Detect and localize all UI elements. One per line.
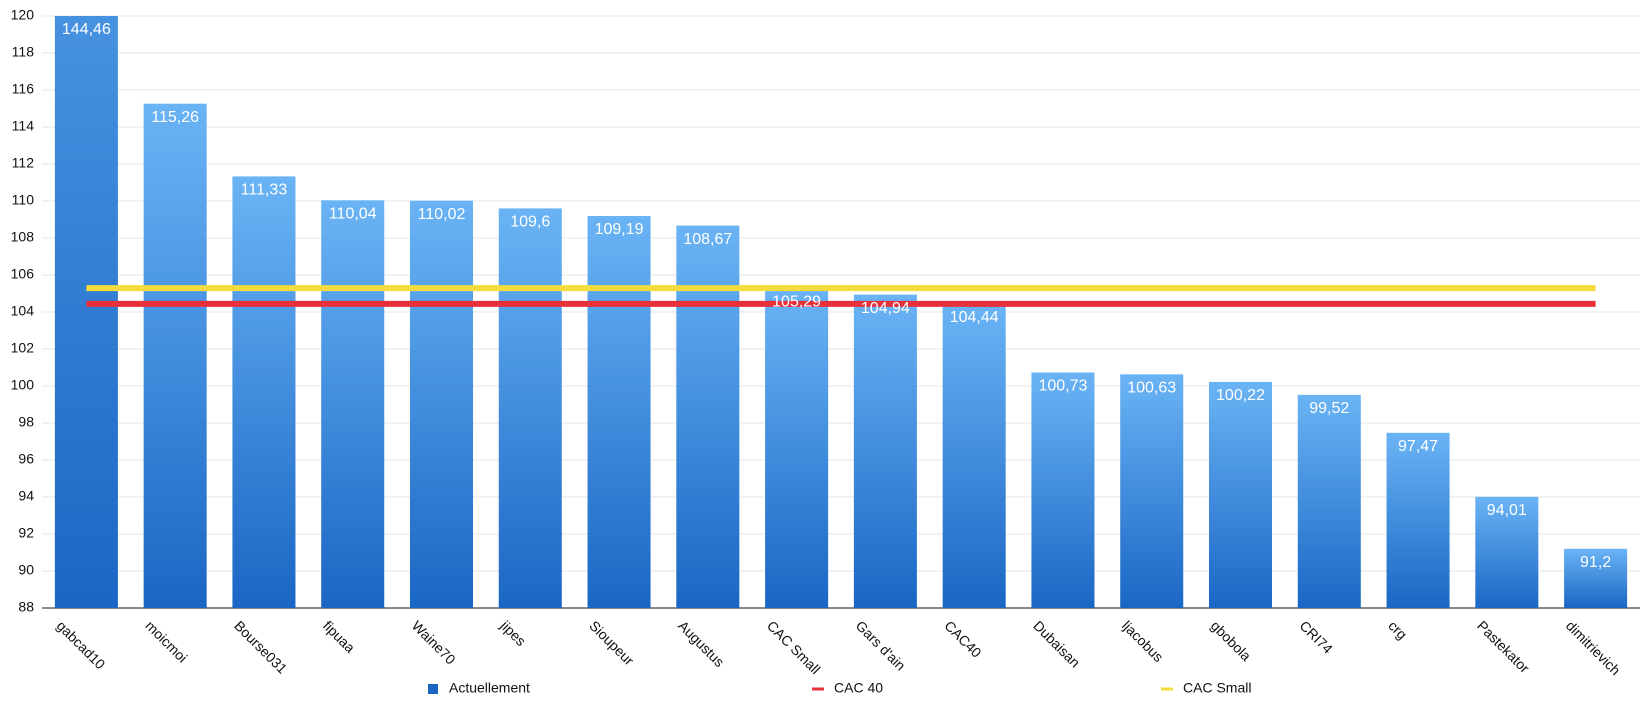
bar bbox=[498, 208, 562, 608]
x-tick-label: Waine70 bbox=[409, 617, 459, 667]
bar bbox=[1297, 394, 1361, 608]
data-label: 111,33 bbox=[241, 182, 288, 199]
data-label: 110,04 bbox=[329, 205, 377, 222]
data-label: 91,2 bbox=[1580, 554, 1611, 571]
data-label: 109,6 bbox=[510, 214, 550, 231]
data-label: 104,94 bbox=[861, 300, 910, 317]
x-tick-label: CAC40 bbox=[941, 617, 984, 660]
x-tick-label: jipes bbox=[497, 617, 529, 649]
x-tick-label: Sioupeur bbox=[586, 617, 637, 668]
y-tick-label: 118 bbox=[12, 44, 35, 60]
data-label: 104,44 bbox=[950, 309, 999, 326]
bar bbox=[765, 288, 829, 608]
y-tick-label: 100 bbox=[11, 377, 35, 393]
y-tick-label: 102 bbox=[11, 340, 35, 356]
legend-label: CAC 40 bbox=[834, 680, 883, 696]
y-tick-label: 96 bbox=[18, 451, 34, 467]
data-label: 144,46 bbox=[62, 21, 111, 38]
y-tick-label: 98 bbox=[18, 414, 34, 430]
bar bbox=[942, 303, 1006, 608]
data-label: 115,26 bbox=[151, 109, 199, 126]
data-label: 109,19 bbox=[595, 221, 644, 238]
data-label: 99,52 bbox=[1309, 400, 1349, 417]
y-tick-label: 92 bbox=[18, 525, 34, 541]
data-label: 110,02 bbox=[418, 206, 466, 223]
y-tick-label: 114 bbox=[12, 118, 35, 134]
bar bbox=[1031, 372, 1095, 608]
bar bbox=[1564, 548, 1628, 608]
y-tick-label: 94 bbox=[18, 488, 34, 504]
y-tick-label: 108 bbox=[11, 229, 35, 245]
data-label: 100,22 bbox=[1216, 387, 1265, 404]
bar bbox=[1120, 374, 1184, 608]
bar bbox=[1208, 381, 1273, 608]
y-tick-label: 106 bbox=[11, 266, 35, 282]
x-tick-label: CRI74 bbox=[1297, 617, 1337, 657]
y-tick-label: 110 bbox=[12, 192, 35, 208]
x-tick-label: fipuaa bbox=[320, 617, 358, 655]
y-tick-label: 116 bbox=[12, 81, 35, 97]
data-label: 105,29 bbox=[772, 293, 821, 310]
bar bbox=[1386, 432, 1450, 608]
bar bbox=[232, 176, 296, 608]
y-tick-label: 112 bbox=[12, 155, 35, 171]
x-tick-label: Gars d'ain bbox=[853, 617, 909, 673]
bar bbox=[143, 103, 207, 608]
bar bbox=[409, 200, 474, 608]
bar bbox=[54, 16, 118, 608]
data-label: 100,63 bbox=[1127, 380, 1176, 397]
legend-label: Actuellement bbox=[449, 680, 530, 696]
x-tick-label: gabcad10 bbox=[54, 617, 109, 672]
bar bbox=[1475, 496, 1539, 608]
x-tick-label: moicmoi bbox=[142, 617, 190, 665]
x-tick-label: Pastekator bbox=[1474, 617, 1533, 676]
legend-swatch bbox=[428, 684, 438, 694]
x-tick-label: CAC Small bbox=[764, 617, 824, 677]
data-label: 108,67 bbox=[683, 231, 732, 248]
x-tick-label: crg bbox=[1385, 617, 1410, 642]
data-label: 97,47 bbox=[1398, 438, 1438, 455]
x-tick-label: Augustus bbox=[675, 617, 728, 670]
bar bbox=[587, 215, 651, 608]
x-tick-label: dimitrievich bbox=[1563, 617, 1624, 678]
data-label: 100,73 bbox=[1038, 378, 1087, 395]
bar bbox=[676, 225, 740, 608]
y-tick-label: 104 bbox=[11, 303, 35, 319]
y-tick-label: 88 bbox=[18, 599, 34, 615]
plot-area bbox=[54, 16, 1628, 608]
y-tick-label: 90 bbox=[18, 562, 34, 578]
x-tick-label: Dubaisan bbox=[1030, 617, 1083, 670]
y-tick-label: 120 bbox=[11, 7, 35, 23]
x-tick-label: gbobola bbox=[1208, 617, 1255, 664]
bar bbox=[321, 200, 385, 608]
legend-label: CAC Small bbox=[1183, 680, 1251, 696]
x-tick-label: ljacobus bbox=[1119, 617, 1167, 665]
bar bbox=[853, 294, 917, 608]
data-label: 94,01 bbox=[1487, 502, 1527, 519]
x-tick-label: Bourse031 bbox=[231, 617, 290, 676]
